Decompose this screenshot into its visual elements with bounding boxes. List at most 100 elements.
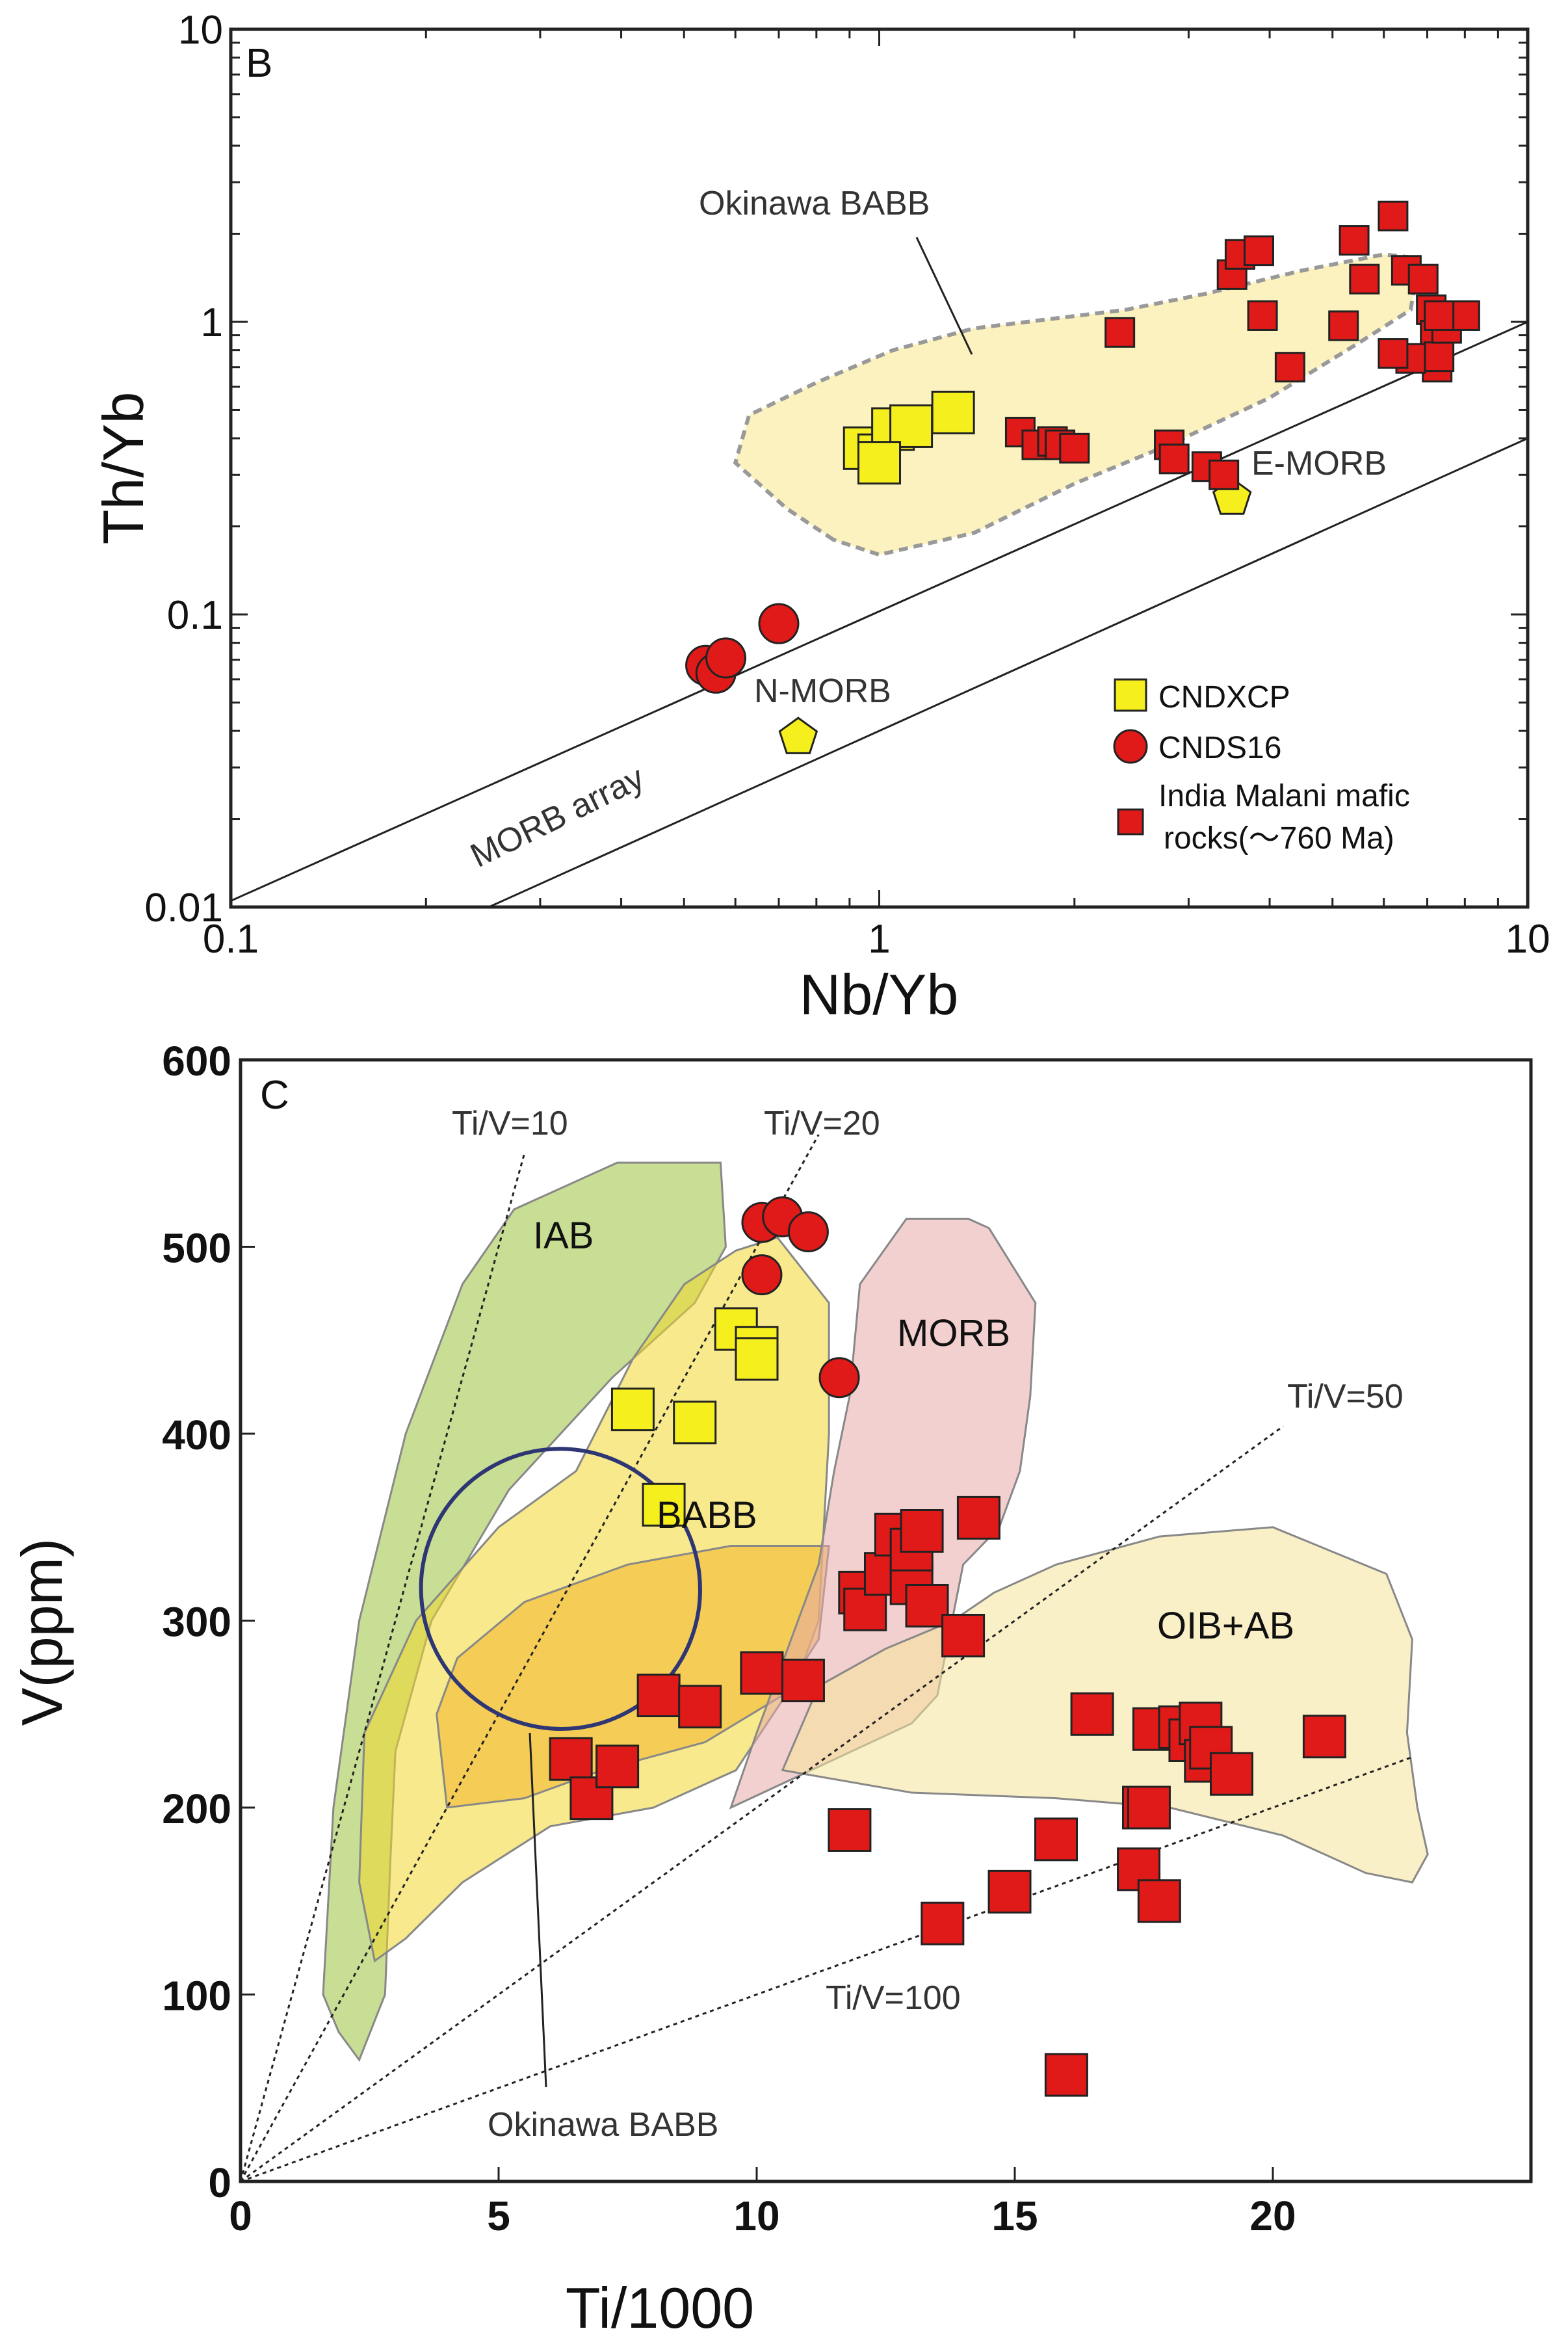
- data-point-c-india-malani-mafic-rocks-760-ma: [900, 1509, 944, 1553]
- panel-b-y-tick-label: 10: [178, 8, 223, 53]
- data-point-c-cnds16: [818, 1357, 860, 1399]
- panel-c-x-axis-title: Ti/1000: [566, 2276, 754, 2340]
- data-point-b-india-malani-mafic-rocks-760-ma: [1328, 310, 1359, 341]
- panel-b-y-tick-label: 0.1: [167, 593, 223, 638]
- data-point-c-india-malani-mafic-rocks-760-ma: [1137, 1879, 1181, 1923]
- data-point-c-india-malani-mafic-rocks-760-ma: [636, 1674, 681, 1717]
- panel-c-y-tick-label: 100: [162, 1973, 231, 2020]
- legend-marker-malani: [1117, 808, 1144, 836]
- data-point-c-india-malani-mafic-rocks-760-ma: [1034, 1817, 1078, 1862]
- data-point-c-india-malani-mafic-rocks-760-ma: [941, 1614, 986, 1657]
- panel-b-x-tick-label: 0.1: [203, 917, 259, 962]
- data-point-c-cndxcp: [642, 1482, 686, 1527]
- data-point-c-india-malani-mafic-rocks-760-ma: [549, 1737, 593, 1781]
- legend-label-malani-1: India Malani mafic: [1158, 779, 1410, 813]
- panel-c-y-tick-label: 600: [162, 1038, 231, 1085]
- legend-label-cnds16: CNDS16: [1158, 731, 1281, 765]
- data-point-b-india-malani-mafic-rocks-760-ma: [1104, 317, 1136, 348]
- panel-label-c: C: [260, 1073, 289, 1118]
- data-point-b-cnds16: [705, 637, 747, 679]
- panel-c-y-tick-label: 300: [162, 1599, 231, 1646]
- panel-b-x-tick-label: 1: [868, 917, 890, 962]
- panel-b-legend: CNDXCP CNDS16 India Malani mafic rocks(～…: [1113, 678, 1410, 856]
- panel-c-y-tick-label: 400: [162, 1412, 231, 1458]
- data-point-b-cndxcp: [931, 390, 975, 434]
- data-point-c-cndxcp: [673, 1401, 717, 1445]
- data-point-c-india-malani-mafic-rocks-760-ma: [1209, 1752, 1253, 1796]
- data-point-c-cndxcp: [610, 1388, 655, 1432]
- data-point-b-cndxcp: [889, 404, 934, 448]
- data-point-c-india-malani-mafic-rocks-760-ma: [595, 1745, 640, 1789]
- panel-b-y-tick-label: 0.01: [144, 886, 223, 930]
- data-point-c-india-malani-mafic-rocks-760-ma: [956, 1495, 1000, 1540]
- field-label-morb: MORB: [897, 1312, 1010, 1354]
- n-morb-label: N-MORB: [754, 672, 891, 710]
- data-point-b-india-malani-mafic-rocks-760-ma: [1349, 263, 1380, 295]
- ratio-label-20: Ti/V=20: [764, 1105, 880, 1142]
- data-point-b-india-malani-mafic-rocks-760-ma: [1424, 300, 1455, 331]
- data-point-c-cnds16: [787, 1211, 829, 1252]
- panel-c-x-tick-label: 15: [991, 2193, 1038, 2239]
- data-point-c-india-malani-mafic-rocks-760-ma: [678, 1685, 722, 1729]
- field-label-oib-ab: OIB+AB: [1157, 1605, 1294, 1647]
- morb-array-line-1: [488, 437, 1528, 907]
- panel-b-x-axis-title: Nb/Yb: [800, 962, 959, 1027]
- legend-label-cndxcp: CNDXCP: [1158, 680, 1290, 715]
- field-label-iab: IAB: [533, 1215, 594, 1257]
- data-point-c-cnds16: [741, 1254, 783, 1296]
- e-morb-label: E-MORB: [1251, 445, 1387, 482]
- data-point-b-cnds16: [758, 603, 800, 644]
- panel-b-y-axis-title: Th/Yb: [91, 392, 155, 545]
- panel-c-x-tick-label: 10: [733, 2193, 779, 2239]
- ratio-label-10: Ti/V=10: [452, 1105, 568, 1142]
- panel-c-y-tick-label: 0: [208, 2159, 231, 2206]
- legend-marker-cnds16: [1113, 729, 1148, 764]
- data-point-c-india-malani-mafic-rocks-760-ma: [921, 1901, 965, 1945]
- data-point-b-india-malani-mafic-rocks-760-ma: [1424, 341, 1455, 373]
- ratio-line-ti-v-10: [241, 1153, 526, 2181]
- morb-array-line-0: [231, 321, 1528, 902]
- data-point-b-india-malani-mafic-rocks-760-ma: [1274, 352, 1305, 383]
- legend-label-malani-2: rocks(～760 Ma): [1164, 821, 1394, 856]
- legend-marker-cndxcp: [1114, 678, 1147, 712]
- data-point-b-cndxcp: [857, 441, 901, 485]
- data-point-c-india-malani-mafic-rocks-760-ma: [1044, 2053, 1088, 2097]
- data-point-c-india-malani-mafic-rocks-760-ma: [905, 1584, 949, 1627]
- okinawa-leader-line-c: [529, 1732, 547, 2088]
- panel-label-b: B: [246, 41, 272, 86]
- okinawa-leader-line-b: [915, 237, 973, 355]
- ratio-label-50: Ti/V=50: [1287, 1378, 1404, 1416]
- data-point-c-india-malani-mafic-rocks-760-ma: [1127, 1785, 1171, 1830]
- data-point-b-india-malani-mafic-rocks-760-ma: [1059, 432, 1090, 464]
- panel-c-y-axis-title: V(ppm): [10, 1538, 74, 1726]
- okinawa-babb-label-b: Okinawa BABB: [699, 185, 930, 222]
- panel-b-x-tick-label: 10: [1506, 917, 1550, 962]
- panel-c-x-tick-label: 20: [1249, 2193, 1296, 2239]
- data-point-b-india-malani-mafic-rocks-760-ma: [1339, 225, 1370, 256]
- field-label-babb: BABB: [657, 1494, 757, 1536]
- data-point-c-india-malani-mafic-rocks-760-ma: [781, 1659, 825, 1702]
- data-point-b-india-malani-mafic-rocks-760-ma: [1407, 263, 1439, 295]
- data-point-c-india-malani-mafic-rocks-760-ma: [1302, 1715, 1346, 1759]
- panel-c-y-tick-label: 500: [162, 1225, 231, 1272]
- reference-point-n-morb: [778, 717, 818, 754]
- data-point-c-india-malani-mafic-rocks-760-ma: [828, 1808, 872, 1852]
- panel-c-x-tick-label: 5: [487, 2193, 510, 2239]
- data-point-c-india-malani-mafic-rocks-760-ma: [740, 1651, 784, 1695]
- data-point-b-india-malani-mafic-rocks-760-ma: [1209, 459, 1240, 490]
- data-point-b-india-malani-mafic-rocks-760-ma: [1243, 235, 1274, 267]
- data-point-c-india-malani-mafic-rocks-760-ma: [1070, 1692, 1114, 1736]
- ratio-line-ti-v-100: [241, 1756, 1413, 2181]
- data-point-c-cndxcp: [735, 1337, 779, 1381]
- okinawa-babb-label-c: Okinawa BABB: [488, 2106, 719, 2144]
- data-point-b-india-malani-mafic-rocks-760-ma: [1449, 300, 1480, 331]
- panel-c-y-tick-label: 200: [162, 1785, 231, 1832]
- data-point-b-india-malani-mafic-rocks-760-ma: [1378, 338, 1409, 369]
- ratio-label-100: Ti/V=100: [826, 1979, 961, 2017]
- data-point-b-india-malani-mafic-rocks-760-ma: [1378, 200, 1409, 231]
- data-point-c-india-malani-mafic-rocks-760-ma: [987, 1869, 1032, 1914]
- panel-b-y-tick-label: 1: [201, 300, 223, 345]
